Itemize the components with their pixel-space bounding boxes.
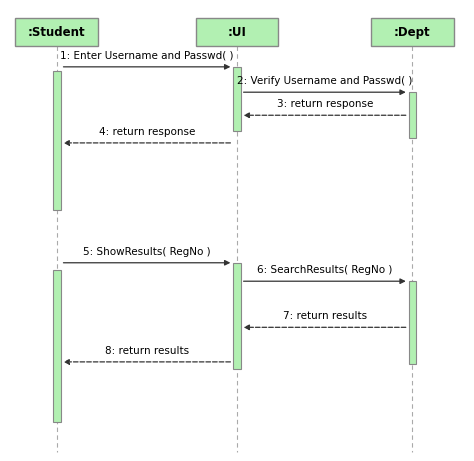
- Bar: [15, 18, 98, 46]
- Bar: [371, 18, 454, 46]
- Bar: [409, 281, 416, 364]
- Text: 7: return results: 7: return results: [283, 311, 367, 321]
- Text: :Dept: :Dept: [394, 26, 431, 39]
- Text: 8: return results: 8: return results: [105, 346, 189, 356]
- Text: 5: ShowResults( RegNo ): 5: ShowResults( RegNo ): [83, 247, 211, 257]
- Text: 6: SearchResults( RegNo ): 6: SearchResults( RegNo ): [257, 265, 392, 275]
- Text: 1: Enter Username and Passwd( ): 1: Enter Username and Passwd( ): [60, 51, 234, 61]
- Bar: [53, 71, 61, 210]
- Text: 2: Verify Username and Passwd( ): 2: Verify Username and Passwd( ): [237, 76, 412, 86]
- Bar: [233, 67, 241, 131]
- Text: 4: return response: 4: return response: [99, 127, 195, 137]
- Text: :Student: :Student: [28, 26, 86, 39]
- Bar: [409, 92, 416, 138]
- Bar: [53, 270, 61, 422]
- Bar: [195, 18, 278, 46]
- Text: 3: return response: 3: return response: [276, 99, 373, 109]
- Bar: [233, 263, 241, 369]
- Text: :UI: :UI: [228, 26, 246, 39]
